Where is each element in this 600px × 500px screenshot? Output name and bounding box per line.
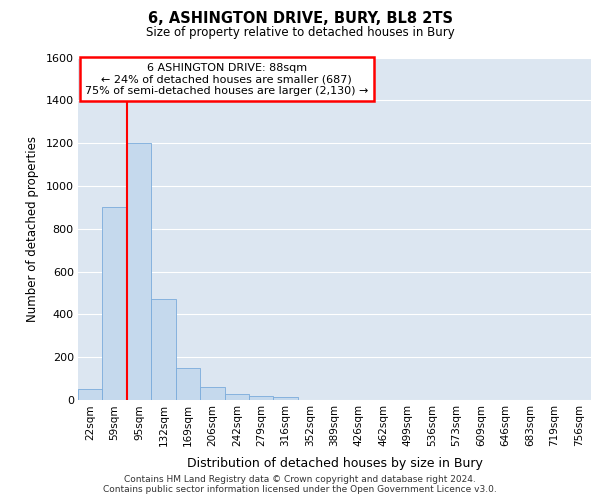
Text: 6 ASHINGTON DRIVE: 88sqm
← 24% of detached houses are smaller (687)
75% of semi-: 6 ASHINGTON DRIVE: 88sqm ← 24% of detach… xyxy=(85,62,368,96)
X-axis label: Distribution of detached houses by size in Bury: Distribution of detached houses by size … xyxy=(187,458,482,470)
Bar xyxy=(200,387,224,400)
Bar xyxy=(176,368,200,400)
Bar xyxy=(151,300,176,400)
Bar xyxy=(103,208,127,400)
Bar xyxy=(274,397,298,400)
Y-axis label: Number of detached properties: Number of detached properties xyxy=(26,136,39,322)
Bar xyxy=(249,396,274,400)
Bar xyxy=(78,390,103,400)
Bar xyxy=(224,394,249,400)
Text: 6, ASHINGTON DRIVE, BURY, BL8 2TS: 6, ASHINGTON DRIVE, BURY, BL8 2TS xyxy=(148,11,452,26)
Text: Contains HM Land Registry data © Crown copyright and database right 2024.
Contai: Contains HM Land Registry data © Crown c… xyxy=(103,474,497,494)
Text: Size of property relative to detached houses in Bury: Size of property relative to detached ho… xyxy=(146,26,454,39)
Bar xyxy=(127,143,151,400)
